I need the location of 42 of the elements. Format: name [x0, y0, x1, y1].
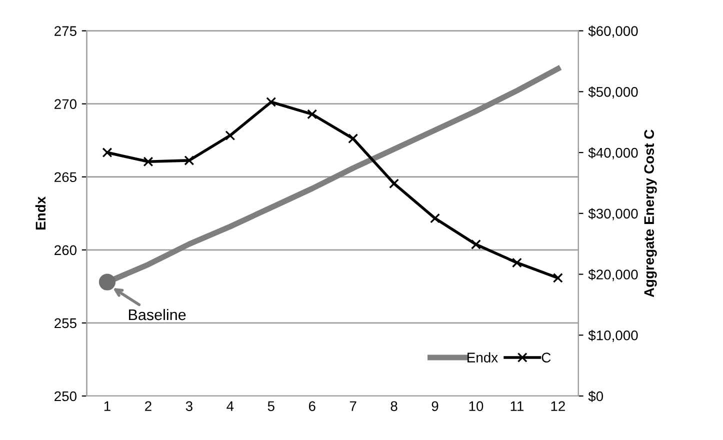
y-tick-label: 260	[54, 245, 76, 256]
point	[470, 239, 481, 250]
legend-label: C	[542, 352, 551, 362]
y-tick-label: 255	[54, 318, 76, 328]
point	[552, 272, 563, 283]
point	[102, 148, 112, 158]
y2-tick-label: $0	[588, 390, 604, 402]
annotation: Baseline	[128, 308, 186, 320]
point	[307, 109, 318, 120]
point	[430, 213, 440, 224]
y2-tick-label: $10,000	[588, 330, 638, 342]
x-tick-label: 12	[551, 401, 565, 411]
y2-tick-label: $30,000	[588, 208, 638, 220]
x-tick-label: 6	[308, 401, 316, 412]
point	[512, 258, 522, 268]
y2-tick-label: $50,000	[588, 86, 638, 98]
y-tick-label: 250	[54, 391, 76, 402]
x-tick-label: 9	[432, 401, 438, 412]
point	[143, 156, 154, 167]
point	[266, 97, 276, 108]
y2-tick-label: $20,000	[588, 269, 638, 282]
point	[348, 134, 358, 144]
point	[184, 155, 194, 166]
y-axis-title: Endx	[35, 196, 46, 230]
legend-label: Endx	[468, 352, 498, 362]
x-tick-label: 1	[104, 401, 110, 411]
x-tick-label: 3	[186, 401, 192, 412]
y2-axis-title: Aggregate Energy Cost C	[644, 130, 657, 298]
x-tick-label: 5	[268, 401, 274, 412]
y-tick-label: 265	[54, 172, 76, 182]
y-tick-label: 270	[54, 99, 76, 110]
x-tick-label: 10	[469, 401, 484, 412]
point	[225, 130, 236, 140]
x-tick-label: 2	[145, 401, 152, 411]
x-tick-label: 11	[510, 401, 524, 411]
y2-tick-label: $40,000	[588, 147, 638, 160]
point	[389, 178, 400, 189]
x-tick-label: 7	[350, 401, 356, 411]
y2-tick-label: $60,000	[588, 26, 638, 38]
y-tick-label: 275	[54, 26, 76, 36]
x-tick-label: 4	[226, 401, 234, 411]
x-tick-label: 8	[390, 401, 398, 412]
